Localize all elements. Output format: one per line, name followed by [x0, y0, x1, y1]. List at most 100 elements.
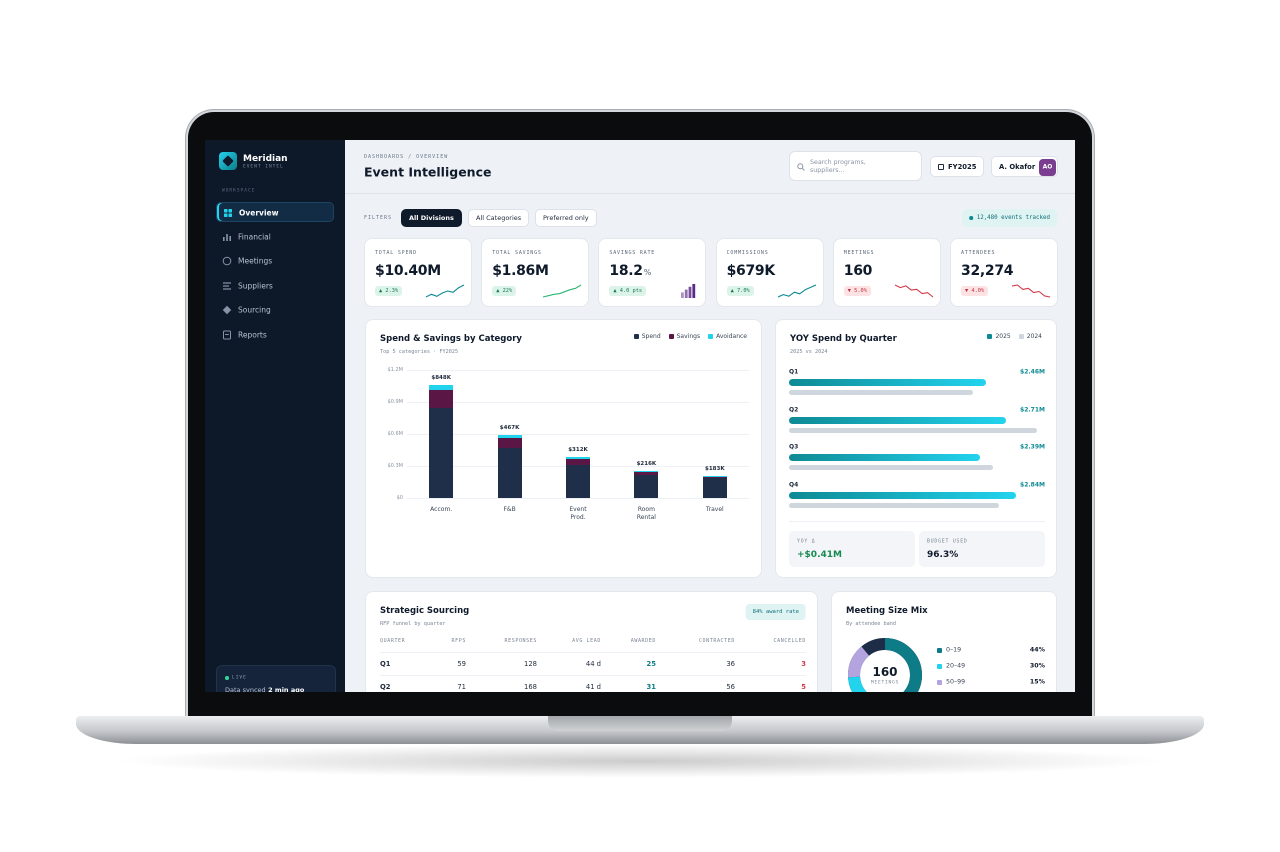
icon-part — [223, 288, 231, 290]
kpi-label: TOTAL SPEND — [375, 250, 417, 256]
value-label: $2.71M — [1020, 406, 1045, 414]
brand-tagline: EVENT INTEL — [243, 164, 284, 170]
table-cell: 56 — [726, 683, 735, 691]
legend-item: Spend — [633, 333, 661, 340]
user-name: A. Okafor — [999, 163, 1036, 171]
kpi-label: COMMISSIONS — [726, 250, 769, 256]
y-tick-label: $0.9M — [387, 399, 403, 405]
bar-segment — [566, 464, 590, 498]
laptop-shadow — [110, 744, 1170, 778]
kpi-sparkline — [543, 284, 582, 298]
nav-item[interactable]: Reports — [216, 325, 334, 345]
badge-dot — [969, 216, 973, 220]
kpi-delta: ▲ 4.0 pts — [609, 286, 647, 296]
kpi-label: MEETINGS — [843, 250, 875, 256]
stat-box: BUDGET USED 96.3% — [919, 531, 1045, 567]
grid-line — [407, 370, 749, 371]
kpi-value: $679K — [726, 263, 776, 279]
legend-item: 2025 — [987, 333, 1011, 340]
stat-label: YOY Δ — [797, 539, 816, 545]
column-header: RFPS — [451, 638, 466, 644]
period-button[interactable]: FY2025 — [930, 156, 984, 177]
legend-item: Savings — [668, 333, 700, 340]
bar — [789, 379, 986, 386]
legend-swatch — [1018, 334, 1024, 339]
page-title: Event Intelligence — [364, 164, 492, 180]
nav-icon — [222, 306, 232, 315]
search-box[interactable]: Search programs, suppliers… — [789, 151, 922, 181]
filter-pill[interactable]: All Divisions — [401, 209, 462, 227]
nav-icon — [223, 330, 231, 340]
x-tick-label: F&B — [503, 506, 516, 513]
legend-value: 30% — [1029, 662, 1045, 670]
legend-item: Avoidance — [708, 333, 747, 340]
icon-part — [228, 213, 232, 217]
icon-part — [223, 236, 225, 241]
column-header: AWARDED — [630, 638, 656, 644]
kpi-label: SAVINGS RATE — [609, 250, 656, 256]
legend-swatch — [708, 334, 714, 339]
kpi-card: MEETINGS 160 ▼ 5.0% — [832, 238, 941, 307]
legend-label: 20–49 — [946, 662, 966, 670]
avatar-initials: AO — [1042, 163, 1053, 171]
grid-line — [407, 434, 749, 435]
table-cell: 5 — [801, 683, 806, 691]
table-cell: 3 — [801, 659, 806, 668]
award-badge: 84% award rate — [745, 604, 806, 620]
bar — [789, 492, 1017, 500]
sparkline — [425, 284, 465, 298]
grid-line — [407, 402, 749, 403]
legend-value: 44% — [1029, 646, 1045, 654]
category-label: Q3 — [789, 443, 799, 451]
kpi-value: 160 — [843, 263, 873, 279]
table-cell: 128 — [524, 659, 537, 668]
bar-segment — [497, 448, 522, 498]
legend: Spend Savings Avoidance — [633, 333, 747, 340]
filter-pill[interactable]: All Categories — [468, 209, 530, 227]
spark-bar — [681, 292, 685, 298]
legend-value: 15% — [1029, 678, 1045, 686]
logo-glyph — [222, 155, 234, 167]
value-label: $216K — [636, 460, 657, 467]
nav-item[interactable]: Overview — [216, 202, 334, 222]
table-cell: 44 d — [585, 659, 601, 668]
filter-pill[interactable]: Preferred only — [535, 209, 597, 227]
filters-label: FILTERS — [364, 215, 393, 221]
column-header: CONTRACTED — [698, 638, 735, 644]
card-subtitle: RFP funnel by quarter — [380, 621, 446, 627]
card: Strategic Sourcing RFP funnel by quarter 8… — [365, 591, 818, 692]
bar-segment — [566, 457, 590, 460]
sidebar: Meridian EVENT INTEL WORKSPACE Overview Fina… — [205, 140, 345, 692]
events-badge: 12,480 events tracked — [962, 209, 1057, 227]
x-tick-label: Room Rental — [636, 506, 656, 521]
nav-item[interactable]: Sourcing — [216, 300, 334, 320]
table-cell: 59 — [457, 659, 466, 668]
nav-item[interactable]: Suppliers — [216, 276, 334, 296]
bar-segment — [429, 385, 454, 391]
icon-part — [229, 235, 231, 241]
nav-icon — [223, 282, 231, 290]
nav-item[interactable]: Meetings — [216, 251, 334, 271]
user-button[interactable]: A. Okafor AO — [991, 156, 1058, 177]
nav-label: Reports — [238, 330, 267, 340]
status-line: Data synced 2 min ago — [225, 686, 304, 692]
divider — [789, 521, 1045, 522]
icon-part — [223, 282, 231, 284]
kpi-sparkline — [1011, 284, 1051, 298]
y-tick-label: $0.6M — [387, 431, 403, 437]
period-icon — [938, 164, 944, 170]
x-tick-label: Travel — [705, 506, 724, 513]
nav-item[interactable]: Financial — [216, 227, 334, 247]
bar-segment — [566, 459, 590, 465]
legend-item: 2024 — [1018, 333, 1042, 340]
icon-part — [228, 209, 232, 213]
donut — [848, 638, 922, 692]
card: Spend & Savings by Category Top 5 categor… — [365, 319, 762, 578]
icon-part — [226, 233, 228, 241]
avatar: AO — [1039, 158, 1056, 176]
category-label: Q2 — [789, 406, 799, 414]
kpi-delta: ▲ 2.3% — [375, 286, 403, 296]
kpi-value: 18.2 — [609, 263, 643, 279]
donut-segment — [884, 638, 922, 692]
